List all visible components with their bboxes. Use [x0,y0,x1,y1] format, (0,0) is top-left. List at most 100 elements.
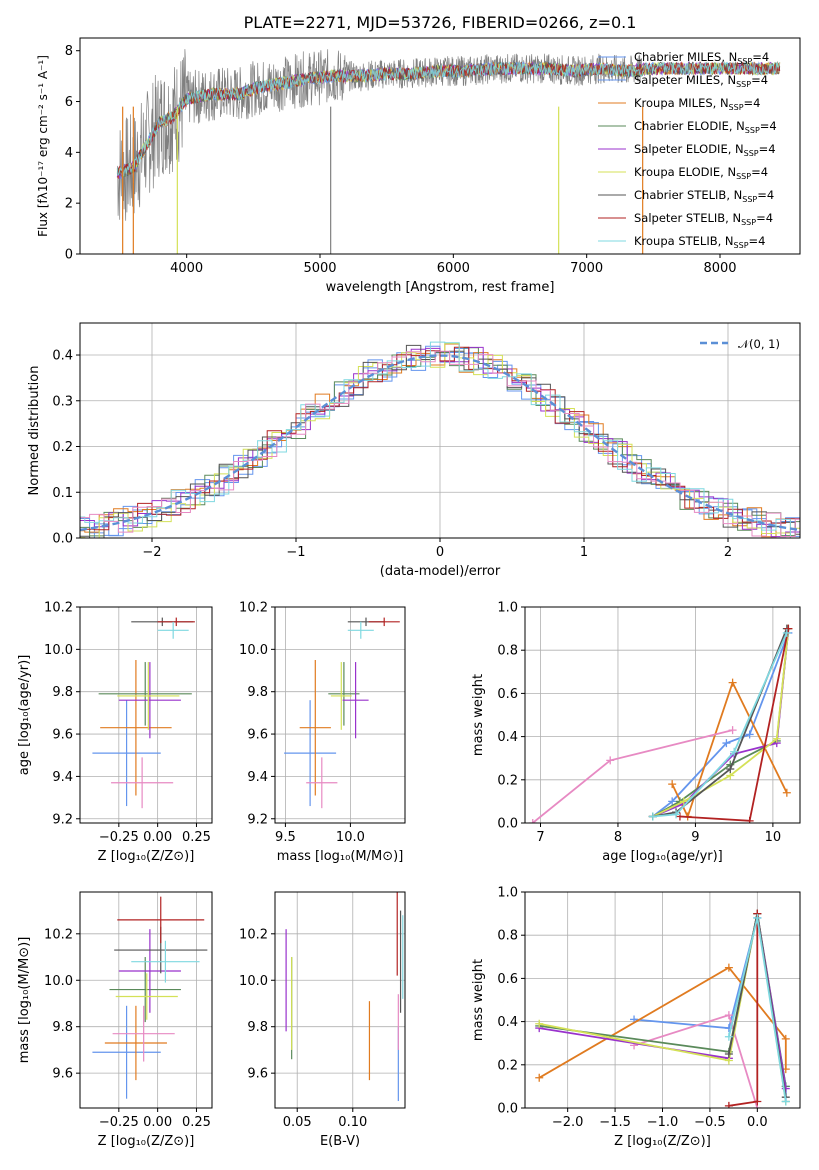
panel-age-vs-mass: 9.5 10.0 9.2 9.4 9.6 9.8 10.0 10.2 mass [log₁₀(M… [239,601,406,864]
y-tick-label: 10.2 [239,601,268,616]
panels: 4000 5000 6000 7000 8000 0 2 4 6 8 wavelength [Ang… [17,37,801,1149]
legend-label: Salpeter MILES, NSSP=4 [634,73,768,89]
x-tick-label: 0 [436,545,444,560]
x-tick-label: 0.25 [182,830,211,845]
legend-label-main: Kroupa MILES, N [634,96,729,110]
x-tick-label: −0.25 [99,830,139,845]
y-tick-label: 10.2 [239,927,268,942]
y-tick-label: 0.6 [497,972,518,987]
y-tick-label: 0.3 [52,394,73,409]
x-tick-label: 0.00 [143,1115,172,1130]
y-tick-label: 9.2 [52,812,73,827]
axes-frame [524,606,801,824]
mass-weight-line [633,1013,759,1108]
y-tick-label: 0.0 [52,532,73,547]
y-tick-label: 9.6 [247,1067,268,1082]
y-tick-label: 9.4 [52,770,73,785]
mass-weight-marker [724,963,733,972]
x-tick-label: 0.05 [283,1115,312,1130]
legend-label-tail: =4 [744,96,761,110]
x-axis-label: age [log₁₀(age/yr)] [602,849,723,864]
mass-weight-marker [535,1019,544,1028]
mass-weight-marker [753,1097,762,1106]
mass-weight-marker [772,734,781,743]
y-tick-label: 0.0 [497,1102,518,1117]
x-tick-label: 8 [614,830,622,845]
residual-histogram [80,350,800,537]
mass-weight-marker [535,1073,544,1082]
y-tick-label: 9.8 [52,685,73,700]
plot-area [275,607,405,823]
y-tick-label: 10.0 [44,974,73,989]
panel-mass-vs-Z: −0.25 0.00 0.25 9.6 9.8 10.0 10.2 Z [log₁₀(Z/Z⊙… [17,891,213,1149]
legend-label: Kroupa MILES, NSSP=4 [634,96,760,112]
y-tick-label: 1.0 [497,601,518,616]
y-tick-label: 1.0 [497,886,518,901]
y-tick-label: 10.2 [44,601,73,616]
mass-weight-marker [606,756,615,765]
legend-label-tail: =4 [752,50,769,64]
mass-weight-marker [726,765,735,773]
x-tick-label: 5000 [303,261,336,276]
legend-label-main: Kroupa STELIB, N [634,234,734,248]
mass-weight-marker [648,812,657,821]
panel-massweight-vs-age: 7 8 9 10 0.0 0.2 0.4 0.6 0.8 1.0 age [log₁₀(age/yr… [471,601,801,864]
x-axis-label: E(B-V) [320,1134,360,1149]
legend-label-tail: =4 [751,165,768,179]
panel-age-vs-Z: −0.25 0.00 0.25 9.2 9.4 9.6 9.8 10.0 10.2 Z [log₁… [17,601,213,864]
x-tick-label: 6000 [437,261,470,276]
legend-label-main: Chabrier MILES, N [634,50,737,64]
y-tick-label: 0.4 [497,730,518,745]
legend-label-sub: SSP [729,103,744,112]
x-tick-label: 4000 [170,261,203,276]
mass-weight-marker [722,739,731,748]
y-axis-label: Normed distribution [27,366,42,496]
legend-label-sub: SSP [742,195,757,204]
legend-label-tail: =4 [751,73,768,87]
y-axis-label: age [log₁₀(age/yr)] [17,655,32,776]
mass-weight-marker [724,1032,733,1041]
mass-weight-marker [668,780,677,789]
x-tick-label: −2 [142,545,161,560]
mass-weight-line [652,628,790,818]
plot-area [80,323,800,538]
y-tick-label: 8 [65,44,73,59]
reference-legend-label: 𝒩(0, 1) [738,337,780,351]
legend-label-sub: SSP [745,126,760,135]
mass-weight-line [652,632,788,818]
axes-frame [79,891,213,1109]
x-axis-label: mass [log₁₀(M/M⊙)] [277,849,404,864]
x-tick-label: 0.00 [143,830,172,845]
legend-label-sub: SSP [741,218,756,227]
y-tick-label: 0.2 [497,1058,518,1073]
legend-label: Kroupa STELIB, NSSP=4 [634,234,765,250]
x-axis-label: Z [log₁₀(Z/Z⊙)] [98,1134,195,1149]
mass-weight-marker [728,678,737,687]
mass-weight-line [652,628,790,818]
plot-area [275,892,405,1108]
x-tick-label: 7000 [570,261,603,276]
x-tick-label: −0.5 [694,1115,726,1130]
normal-reference-curve [80,354,800,532]
x-tick-label: 9.5 [275,830,296,845]
legend-label-main: Kroupa ELODIE, N [634,165,736,179]
legend-label-sub: SSP [736,80,751,89]
model-spectrum [116,60,781,177]
mass-weight-marker [781,1034,790,1043]
plot-area [80,607,212,823]
mass-weight-marker [724,1101,733,1108]
legend-label-main: Chabrier STELIB, N [634,188,742,202]
mass-weight-marker [753,913,762,922]
mass-weight-marker [672,810,681,819]
y-tick-label: 0.8 [497,644,518,659]
mass-weight-marker [781,1097,790,1106]
legend-label: Salpeter ELODIE, NSSP=4 [634,142,776,158]
panel-spectrum: 4000 5000 6000 7000 8000 0 2 4 6 8 wavelength [Ang… [36,37,801,295]
legend-label: Chabrier ELODIE, NSSP=4 [634,119,777,135]
plot-area [116,49,781,254]
x-tick-label: 0.25 [182,1115,211,1130]
mass-weight-marker [745,816,754,823]
axes-frame [79,606,213,824]
